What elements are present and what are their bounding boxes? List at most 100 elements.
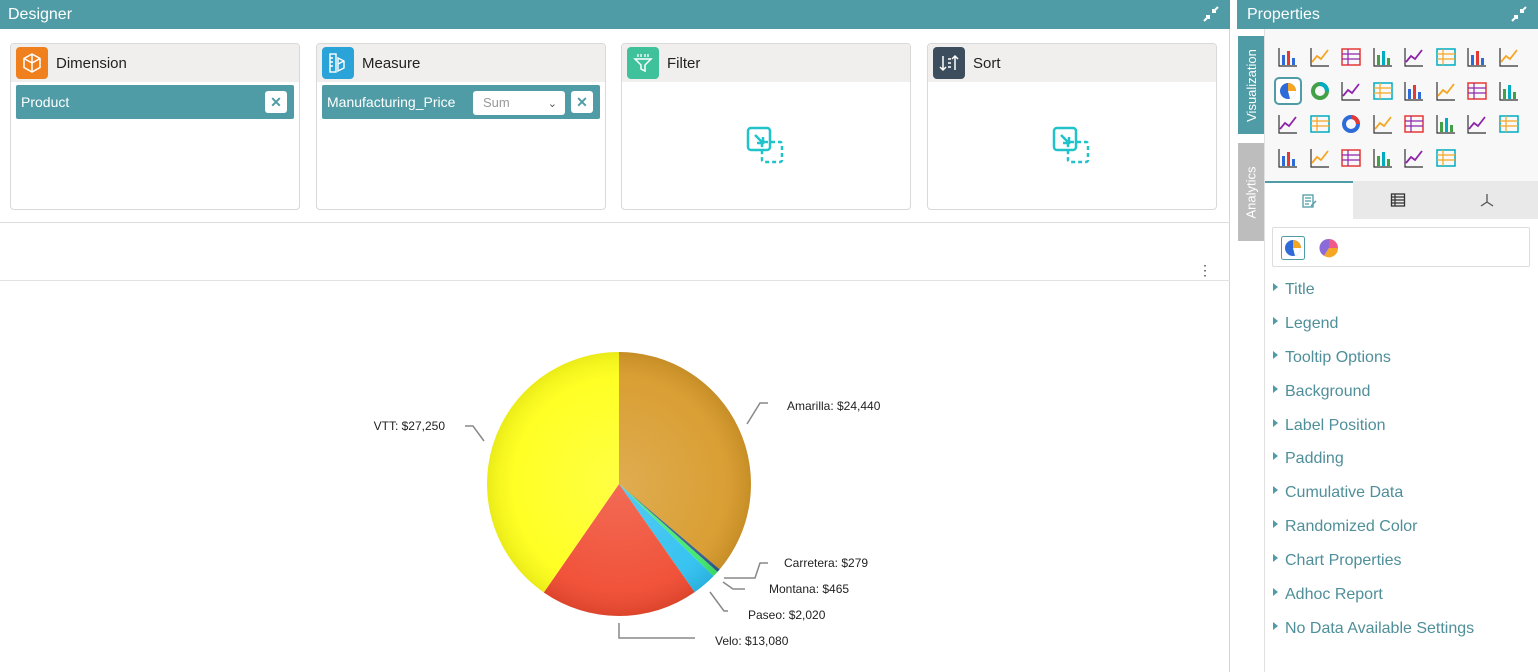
pivot-table-icon[interactable]	[1402, 112, 1426, 136]
tab-axis-settings[interactable]	[1443, 181, 1531, 219]
data-label-vtt: VTT: $27,250	[374, 419, 446, 433]
radar-chart-icon[interactable]	[1371, 79, 1395, 103]
property-subtabs	[1265, 181, 1538, 219]
sort-well-header: Sort	[928, 44, 1216, 82]
collapse-icon[interactable]	[1202, 5, 1220, 23]
property-item-randomized-color[interactable]: Randomized Color	[1273, 510, 1533, 544]
remove-measure-button[interactable]: ✕	[571, 91, 593, 113]
dimension-cube-icon	[16, 47, 48, 79]
stacked-column-chart-icon[interactable]	[1402, 45, 1426, 69]
property-item-tooltip-options[interactable]: Tooltip Options	[1273, 341, 1533, 375]
designer-header: Designer	[0, 0, 1230, 29]
property-item-background[interactable]: Background	[1273, 375, 1533, 409]
property-list: Title Legend Tooltip Options Background Labe…	[1273, 273, 1533, 646]
scatter-chart-icon[interactable]	[1339, 79, 1363, 103]
caret-right-icon	[1273, 486, 1278, 495]
leader-line-amarilla	[746, 402, 768, 425]
sankey-chart-icon[interactable]	[1371, 146, 1395, 170]
data-label-montana: Montana: $465	[769, 582, 849, 596]
multi-line-chart-icon[interactable]	[1276, 112, 1300, 136]
property-item-padding[interactable]: Padding	[1273, 442, 1533, 476]
axis-icon	[1480, 194, 1494, 207]
caret-right-icon	[1273, 350, 1278, 359]
line-chart-icon[interactable]	[1434, 45, 1458, 69]
property-item-label: Tooltip Options	[1285, 348, 1391, 366]
properties-title: Properties	[1247, 6, 1320, 23]
heatmap-chart-icon[interactable]	[1402, 79, 1426, 103]
sort-label: Sort	[973, 54, 1001, 72]
kpi-chart-icon[interactable]	[1434, 112, 1458, 136]
tab-visualization[interactable]: Visualization	[1238, 36, 1264, 134]
filter-well[interactable]: Filter	[621, 43, 911, 210]
drop-field-icon	[1052, 126, 1090, 164]
pie-2d-icon[interactable]	[1281, 236, 1305, 260]
edit-settings-icon	[1302, 194, 1317, 208]
line-area-chart-icon[interactable]	[1371, 45, 1395, 69]
grid-chart-icon[interactable]	[1276, 45, 1300, 69]
kpi-card-chart-icon[interactable]	[1276, 146, 1300, 170]
remove-dimension-button[interactable]: ✕	[265, 91, 287, 113]
thermometer-chart-icon[interactable]	[1497, 79, 1521, 103]
ring-chart-icon[interactable]	[1339, 112, 1363, 136]
treemap-chart-icon[interactable]	[1339, 146, 1363, 170]
tab-analytics[interactable]: Analytics	[1238, 143, 1264, 241]
table-icon	[1390, 193, 1406, 207]
chart-type-gallery	[1265, 29, 1538, 181]
designer-panel: Designer Dimension Product ✕	[0, 0, 1230, 672]
collapse-icon[interactable]	[1510, 5, 1528, 23]
property-item-label: Title	[1285, 280, 1315, 298]
property-item-chart-properties[interactable]: Chart Properties	[1273, 544, 1533, 578]
data-label-amarilla: Amarilla: $24,440	[787, 399, 881, 413]
area-chart-icon[interactable]	[1308, 146, 1332, 170]
more-options-icon[interactable]: ⋮	[1198, 262, 1212, 278]
property-item-no-data-available-settings[interactable]: No Data Available Settings	[1273, 612, 1533, 646]
tab-general-settings[interactable]	[1265, 181, 1353, 219]
property-item-label: Label Position	[1285, 416, 1386, 434]
property-item-legend[interactable]: Legend	[1273, 307, 1533, 341]
bubble-chart-icon[interactable]	[1402, 146, 1426, 170]
dimension-field-name: Product	[21, 94, 70, 110]
caret-right-icon	[1273, 384, 1278, 393]
pie-variant-box	[1272, 227, 1530, 267]
curve-chart-icon[interactable]	[1434, 79, 1458, 103]
property-item-cumulative-data[interactable]: Cumulative Data	[1273, 476, 1533, 510]
combo-chart-icon[interactable]	[1308, 45, 1332, 69]
polar-chart-icon[interactable]	[1308, 112, 1332, 136]
dimension-field-pill[interactable]: Product ✕	[16, 85, 294, 119]
gauge-chart-icon[interactable]	[1465, 79, 1489, 103]
doughnut-chart-icon[interactable]	[1308, 79, 1332, 103]
caret-right-icon	[1273, 316, 1278, 325]
leader-line-carretera	[724, 562, 768, 579]
spline-chart-icon[interactable]	[1465, 45, 1489, 69]
chevron-down-icon: ⌄	[547, 98, 557, 110]
caret-right-icon	[1273, 587, 1278, 596]
properties-panel: Properties Visualization Analytics	[1237, 0, 1538, 672]
column-chart-icon[interactable]	[1339, 45, 1363, 69]
measure-well-header: Measure	[317, 44, 605, 82]
pie-chart-icon[interactable]	[1274, 76, 1302, 105]
property-item-label: No Data Available Settings	[1285, 619, 1475, 637]
filter-label: Filter	[667, 54, 701, 72]
caret-right-icon	[1273, 621, 1278, 630]
chart-area: Amarilla: $24,440 Carretera: $279 Montana:…	[0, 281, 1230, 672]
list-table-icon[interactable]	[1371, 112, 1395, 136]
dimension-well[interactable]: Dimension Product ✕	[10, 43, 300, 210]
property-item-title[interactable]: Title	[1273, 273, 1533, 307]
pie-3d-icon[interactable]	[1317, 236, 1341, 260]
property-item-adhoc-report[interactable]: Adhoc Report	[1273, 578, 1533, 612]
funnel-chart-icon[interactable]	[1497, 45, 1521, 69]
candlestick-chart-icon[interactable]	[1465, 112, 1489, 136]
caret-right-icon	[1273, 418, 1278, 427]
histogram-chart-icon[interactable]	[1434, 146, 1458, 170]
property-item-label: Adhoc Report	[1285, 585, 1383, 603]
map-chart-icon[interactable]	[1497, 112, 1521, 136]
sort-well[interactable]: Sort	[927, 43, 1217, 210]
measure-field-pill[interactable]: Manufacturing_Price Sum ⌄ ✕	[322, 85, 600, 119]
chart-toolbar: ⋮	[0, 223, 1230, 281]
property-item-label-position[interactable]: Label Position	[1273, 409, 1533, 443]
measure-well[interactable]: Measure Manufacturing_Price Sum ⌄ ✕	[316, 43, 606, 210]
property-item-label: Chart Properties	[1285, 552, 1402, 570]
aggregate-select[interactable]: Sum ⌄	[473, 91, 565, 115]
tab-data-settings[interactable]	[1354, 181, 1442, 219]
